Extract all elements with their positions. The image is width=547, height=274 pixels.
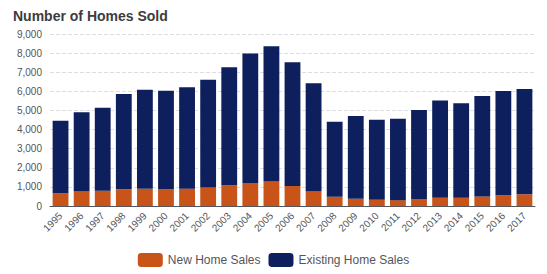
svg-text:2003: 2003 (210, 210, 234, 234)
svg-text:2017: 2017 (505, 210, 529, 234)
svg-text:4,000: 4,000 (17, 124, 42, 135)
svg-text:2012: 2012 (399, 210, 423, 234)
svg-text:3,000: 3,000 (17, 143, 42, 154)
svg-text:2007: 2007 (294, 210, 318, 234)
svg-text:5,000: 5,000 (17, 105, 42, 116)
svg-text:2005: 2005 (252, 210, 276, 234)
svg-text:2008: 2008 (315, 210, 339, 234)
svg-text:7,000: 7,000 (17, 67, 42, 78)
svg-text:2013: 2013 (421, 210, 445, 234)
svg-text:2016: 2016 (484, 210, 508, 234)
svg-text:1996: 1996 (62, 210, 86, 234)
svg-text:8,000: 8,000 (17, 48, 42, 59)
svg-text:9,000: 9,000 (17, 29, 42, 40)
svg-text:2001: 2001 (167, 210, 191, 234)
svg-text:6,000: 6,000 (17, 86, 42, 97)
svg-text:2004: 2004 (231, 210, 255, 234)
svg-text:2,000: 2,000 (17, 162, 42, 173)
svg-text:Number of Homes Sold: Number of Homes Sold (13, 8, 168, 24)
svg-text:2000: 2000 (146, 210, 170, 234)
svg-text:2009: 2009 (336, 210, 360, 234)
svg-text:Existing Home Sales: Existing Home Sales (298, 253, 409, 267)
svg-text:1995: 1995 (41, 210, 65, 234)
svg-text:1997: 1997 (83, 210, 107, 234)
svg-text:1998: 1998 (104, 210, 128, 234)
svg-text:2010: 2010 (357, 210, 381, 234)
svg-text:2002: 2002 (189, 210, 213, 234)
svg-text:1999: 1999 (125, 210, 149, 234)
svg-text:2015: 2015 (463, 210, 487, 234)
svg-text:2014: 2014 (442, 210, 466, 234)
svg-text:2011: 2011 (379, 210, 402, 233)
svg-text:New Home Sales: New Home Sales (168, 253, 261, 267)
svg-text:2006: 2006 (273, 210, 297, 234)
svg-text:0: 0 (36, 201, 42, 212)
svg-text:1,000: 1,000 (17, 181, 42, 192)
